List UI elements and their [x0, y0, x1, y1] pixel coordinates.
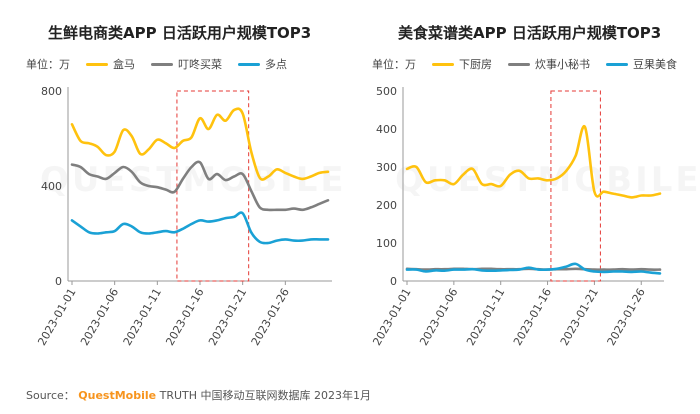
x-tick-label: 2023-01-06: [78, 286, 121, 348]
legend: 单位：万 下厨房 炊事小秘书 豆果美食: [372, 56, 693, 72]
legend-item: 炊事小秘书: [508, 56, 590, 72]
series-line: [405, 125, 662, 199]
x-tick-label: 2023-01-16: [163, 286, 206, 348]
x-tick-label: 2023-01-11: [121, 286, 164, 348]
x-tick-label: 2023-01-01: [370, 286, 413, 348]
series-line: [70, 160, 330, 212]
legend-item: 多点: [238, 56, 287, 72]
legend-swatch: [606, 62, 628, 66]
chart-title: 生鲜电商类APP 日活跃用户规模TOP3: [48, 24, 312, 42]
y-tick-label: 400: [41, 180, 62, 193]
x-tick-label: 2023-01-06: [417, 286, 460, 348]
legend-swatch: [151, 62, 173, 66]
legend-label: 多点: [265, 58, 287, 71]
y-tick-label: 800: [41, 85, 62, 98]
series-line: [70, 107, 330, 181]
legend-label: 盒马: [113, 58, 135, 71]
legend-label: 下厨房: [459, 58, 492, 71]
source-prefix: Source：: [26, 389, 75, 402]
x-tick-label: 2023-01-11: [464, 286, 507, 348]
legend-swatch: [508, 62, 530, 66]
x-tick-label: 2023-01-01: [35, 286, 78, 348]
unit-label: 单位：万: [372, 58, 416, 71]
legend: 单位：万 盒马 叮咚买菜 多点: [26, 56, 303, 72]
y-tick-label: 500: [376, 85, 397, 98]
y-tick-label: 300: [376, 161, 397, 174]
x-tick-label: 2023-01-16: [511, 286, 554, 348]
series-line: [70, 211, 330, 245]
legend-item: 叮咚买菜: [151, 56, 222, 72]
series-line: [405, 262, 662, 275]
legend-label: 叮咚买菜: [178, 58, 222, 71]
x-tick-label: 2023-01-26: [249, 286, 292, 348]
source-brand: QuestMobile: [78, 389, 157, 402]
source-text: TRUTH 中国移动互联网数据库 2023年1月: [159, 389, 371, 402]
legend-item: 豆果美食: [606, 56, 677, 72]
chart-title: 美食菜谱类APP 日活跃用户规模TOP3: [398, 24, 662, 42]
legend-label: 炊事小秘书: [535, 58, 590, 71]
legend-item: 盒马: [86, 56, 135, 72]
y-tick-label: 0: [55, 275, 62, 288]
x-tick-label: 2023-01-26: [605, 286, 648, 348]
legend-swatch: [238, 62, 260, 66]
y-tick-label: 100: [376, 237, 397, 250]
x-tick-label: 2023-01-21: [558, 286, 601, 348]
legend-label: 豆果美食: [633, 58, 677, 71]
y-tick-label: 0: [390, 275, 397, 288]
highlight-box: [550, 90, 601, 282]
legend-swatch: [432, 62, 454, 66]
y-tick-label: 400: [376, 123, 397, 136]
highlight-box: [176, 90, 250, 282]
y-tick-label: 200: [376, 199, 397, 212]
source-note: Source： QuestMobile TRUTH 中国移动互联网数据库 202…: [26, 387, 371, 403]
legend-item: 下厨房: [432, 56, 492, 72]
legend-swatch: [86, 62, 108, 66]
x-tick-label: 2023-01-21: [206, 286, 249, 348]
unit-label: 单位：万: [26, 58, 70, 71]
